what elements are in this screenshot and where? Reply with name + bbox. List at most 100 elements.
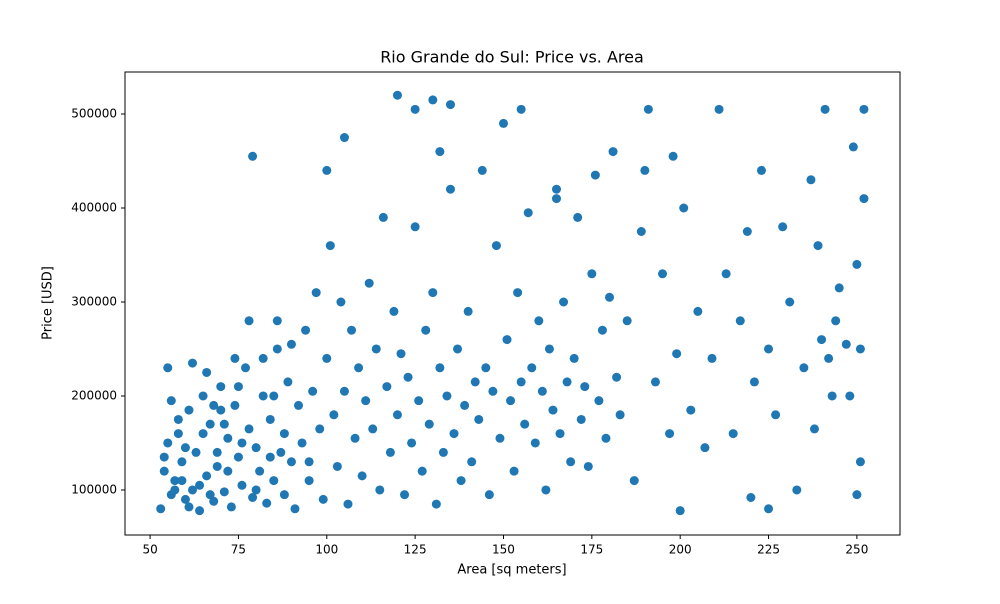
point — [601, 433, 611, 443]
point — [265, 452, 275, 462]
point — [286, 339, 296, 349]
point — [209, 400, 219, 410]
point — [269, 476, 279, 486]
point — [551, 194, 561, 204]
point — [622, 316, 632, 326]
points — [156, 90, 869, 516]
point — [195, 506, 205, 516]
point — [294, 400, 304, 410]
point — [799, 363, 809, 373]
point — [834, 283, 844, 293]
x-tick-label: 200 — [669, 543, 692, 557]
point — [244, 316, 254, 326]
point — [700, 443, 710, 453]
point — [506, 396, 516, 406]
point — [449, 429, 459, 439]
point — [269, 391, 279, 401]
point — [237, 438, 247, 448]
point — [187, 358, 197, 368]
y-tick-label: 200000 — [71, 388, 117, 402]
point — [212, 461, 222, 471]
point — [389, 306, 399, 316]
point — [198, 429, 208, 439]
point — [265, 414, 275, 424]
point — [516, 104, 526, 114]
point — [813, 241, 823, 251]
point — [831, 316, 841, 326]
point — [428, 288, 438, 298]
point — [347, 325, 357, 335]
point — [785, 297, 795, 307]
point — [230, 400, 240, 410]
point — [848, 142, 858, 152]
y-tick-label: 300000 — [71, 294, 117, 308]
point — [431, 499, 441, 509]
point — [665, 429, 675, 439]
point — [714, 104, 724, 114]
point — [378, 212, 388, 222]
point — [597, 325, 607, 335]
point — [841, 339, 851, 349]
point — [491, 241, 501, 251]
point — [258, 391, 268, 401]
point — [612, 372, 622, 382]
point — [166, 396, 176, 406]
point — [276, 447, 286, 457]
point — [230, 353, 240, 363]
point — [435, 147, 445, 157]
point — [650, 377, 660, 387]
point — [421, 325, 431, 335]
point — [481, 363, 491, 373]
point — [435, 363, 445, 373]
point — [675, 506, 685, 516]
point — [233, 382, 243, 392]
point — [177, 457, 187, 467]
point — [806, 175, 816, 185]
point — [226, 502, 236, 512]
point — [237, 480, 247, 490]
point — [721, 269, 731, 279]
x-tick-label: 75 — [231, 543, 246, 557]
point — [202, 367, 212, 377]
point — [325, 241, 335, 251]
point — [173, 429, 183, 439]
point — [477, 165, 487, 175]
point — [219, 419, 229, 429]
point — [410, 104, 420, 114]
point — [336, 297, 346, 307]
point — [551, 184, 561, 194]
chart-title: Rio Grande do Sul: Price vs. Area — [380, 48, 644, 67]
point — [771, 410, 781, 420]
point — [184, 502, 194, 512]
point — [159, 466, 169, 476]
point — [640, 165, 650, 175]
point — [318, 494, 328, 504]
point — [523, 208, 533, 218]
point — [827, 391, 837, 401]
point — [251, 443, 261, 453]
point — [180, 494, 190, 504]
point — [255, 466, 265, 476]
point — [658, 269, 668, 279]
point — [368, 424, 378, 434]
point — [414, 396, 424, 406]
point — [590, 170, 600, 180]
x-tick-label: 175 — [580, 543, 603, 557]
point — [470, 377, 480, 387]
point — [488, 386, 498, 396]
x-tick-label: 250 — [845, 543, 868, 557]
point — [283, 377, 293, 387]
point — [520, 419, 530, 429]
y-tick-label: 100000 — [71, 482, 117, 496]
point — [396, 349, 406, 359]
point — [629, 476, 639, 486]
point — [484, 490, 494, 500]
x-tick-label: 100 — [315, 543, 338, 557]
point — [764, 504, 774, 514]
point — [845, 391, 855, 401]
point — [541, 485, 551, 495]
point — [852, 259, 862, 269]
point — [442, 391, 452, 401]
point — [216, 382, 226, 392]
